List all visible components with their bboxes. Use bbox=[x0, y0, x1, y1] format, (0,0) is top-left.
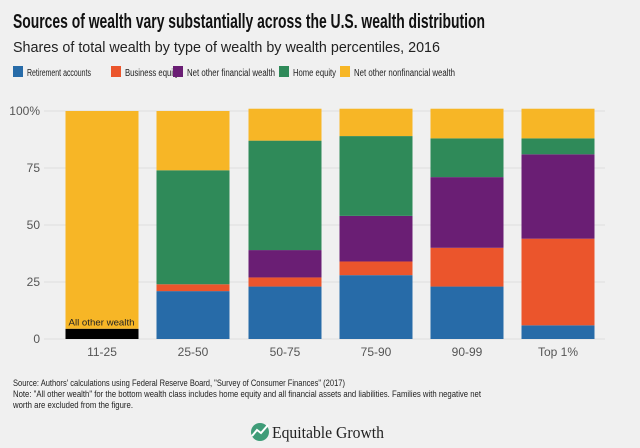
bar-segment-all-other-wealth bbox=[65, 328, 139, 339]
y-tick-label: 75 bbox=[27, 161, 41, 175]
bar-segment-net-other-nonfinancial-wealth bbox=[521, 108, 595, 139]
bar-segment-net-other-financial-wealth bbox=[521, 154, 595, 239]
bar-segment-business-equity bbox=[156, 284, 230, 292]
bar-segment-business-equity bbox=[339, 261, 413, 276]
chart-subtitle: Shares of total wealth by type of wealth… bbox=[13, 39, 440, 56]
bar-segment-retirement-accounts bbox=[248, 286, 322, 339]
legend-label: Business equity bbox=[125, 68, 179, 79]
bar-segment-home-equity bbox=[339, 136, 413, 216]
legend-swatch bbox=[173, 66, 183, 77]
x-tick-label: 90-99 bbox=[452, 345, 483, 359]
bar-segment-retirement-accounts bbox=[156, 291, 230, 339]
bars: All other wealth bbox=[65, 108, 595, 339]
bar-segment-home-equity bbox=[521, 138, 595, 155]
bar-segment-net-other-financial-wealth bbox=[430, 177, 504, 248]
bar-segment-home-equity bbox=[156, 170, 230, 285]
x-tick-label: 50-75 bbox=[270, 345, 301, 359]
x-tick-label: 11-25 bbox=[87, 345, 117, 359]
annotation-all-other-wealth: All other wealth bbox=[69, 318, 135, 329]
bar-segment-net-other-financial-wealth bbox=[339, 215, 413, 262]
footnote-line-2: worth are excluded from the figure. bbox=[12, 400, 133, 410]
logo-text: Equitable Growth bbox=[272, 423, 384, 442]
legend-label: Home equity bbox=[293, 68, 336, 79]
legend-swatch bbox=[340, 66, 350, 77]
chart-title: Sources of wealth vary substantially acr… bbox=[13, 11, 485, 33]
bar-segment-net-other-nonfinancial-wealth bbox=[156, 111, 230, 171]
logo-trend-icon bbox=[251, 424, 269, 437]
bar-segment-net-other-nonfinancial-wealth bbox=[248, 108, 322, 141]
footnote-line-1: Note: "All other wealth" for the bottom … bbox=[13, 389, 481, 399]
bar-segment-home-equity bbox=[248, 140, 322, 251]
y-tick-label: 100% bbox=[9, 104, 40, 118]
bar-segment-net-other-nonfinancial-wealth bbox=[65, 111, 139, 329]
y-tick-label: 25 bbox=[27, 275, 41, 289]
bar-segment-retirement-accounts bbox=[339, 275, 413, 339]
bar-segment-net-other-financial-wealth bbox=[248, 250, 322, 278]
legend-label: Retirement accounts bbox=[27, 68, 91, 79]
x-tick-label: 75-90 bbox=[361, 345, 392, 359]
y-tick-label: 50 bbox=[27, 218, 41, 232]
legend-swatch bbox=[13, 66, 23, 77]
x-axis-labels: 11-25 25-50 50-75 75-90 90-99 Top 1% bbox=[87, 345, 578, 359]
bar-segment-net-other-nonfinancial-wealth bbox=[430, 108, 504, 139]
bar-segment-business-equity bbox=[248, 277, 322, 287]
legend-label: Net other nonfinancial wealth bbox=[354, 68, 455, 79]
source-note: Source: Authors' calculations using Fede… bbox=[13, 378, 345, 388]
legend-swatch bbox=[111, 66, 121, 77]
equitable-growth-logo: Equitable Growth bbox=[251, 423, 384, 442]
x-tick-label: 25-50 bbox=[178, 345, 209, 359]
x-tick-label: Top 1% bbox=[538, 345, 578, 359]
bar-segment-retirement-accounts bbox=[430, 286, 504, 339]
bar-segment-business-equity bbox=[521, 238, 595, 326]
bar-segment-business-equity bbox=[430, 247, 504, 287]
legend-label: Net other financial wealth bbox=[187, 68, 275, 79]
bar-segment-retirement-accounts bbox=[521, 325, 595, 339]
legend: Retirement accounts Business equity Net ot… bbox=[13, 66, 455, 79]
y-tick-label: 0 bbox=[33, 332, 40, 346]
legend-swatch bbox=[279, 66, 289, 77]
bar-segment-home-equity bbox=[430, 138, 504, 178]
bar-segment-net-other-nonfinancial-wealth bbox=[339, 108, 413, 137]
